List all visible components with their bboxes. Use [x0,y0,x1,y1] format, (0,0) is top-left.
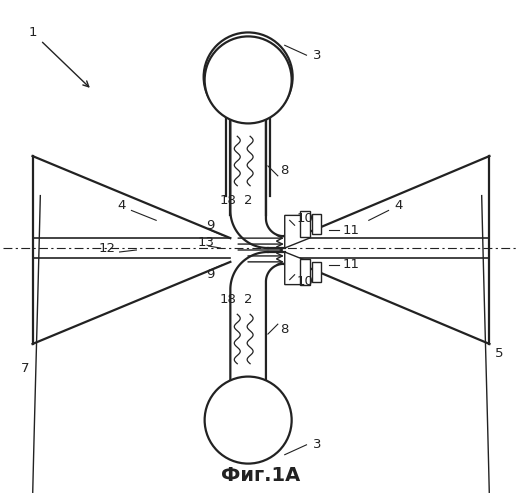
Bar [300,259,311,284]
Polygon shape [294,156,490,238]
Text: 3: 3 [313,438,322,452]
Text: 18: 18 [220,194,237,207]
Text: 8: 8 [280,322,289,336]
Text: 11: 11 [342,258,360,272]
Text: 3: 3 [313,48,322,62]
Text: 4: 4 [117,199,126,212]
Text: 10: 10 [296,275,313,288]
Text: 9: 9 [206,219,215,232]
Circle shape [204,32,293,122]
Text: 8: 8 [280,164,289,177]
Polygon shape [294,258,490,344]
Text: 2: 2 [244,194,253,207]
Polygon shape [284,216,310,248]
Text: Фиг.1A: Фиг.1A [221,466,301,485]
Text: 9: 9 [206,268,215,281]
Text: 5: 5 [495,348,504,360]
Text: 1: 1 [28,26,37,39]
Text: 11: 11 [342,224,360,236]
Text: 2: 2 [244,293,253,306]
Circle shape [205,376,292,464]
Text: 12: 12 [98,242,115,254]
Bar [313,214,322,234]
Text: 18: 18 [220,293,237,306]
Bar [313,262,322,281]
Circle shape [205,36,292,124]
Bar [300,212,311,237]
Text: 4: 4 [394,199,402,212]
Text: 10: 10 [296,212,313,225]
Polygon shape [32,258,230,344]
Polygon shape [284,252,310,284]
Text: 7: 7 [20,362,29,375]
Text: 13: 13 [197,236,214,248]
Polygon shape [32,156,230,238]
